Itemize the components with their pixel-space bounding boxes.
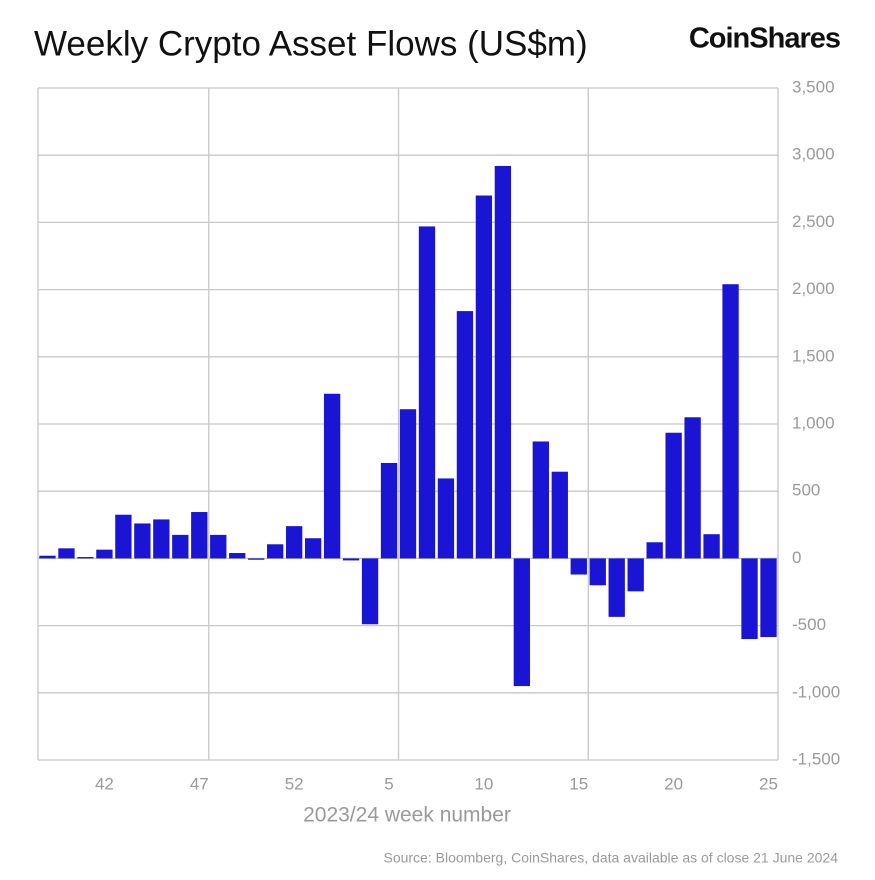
bar	[285, 526, 303, 559]
bar	[172, 534, 189, 559]
y-tick-label: -1,500	[792, 749, 840, 768]
bar	[77, 557, 94, 559]
y-tick-label: 0	[792, 548, 801, 567]
bar	[229, 553, 246, 559]
x-tick-label: 25	[759, 774, 778, 793]
bar	[115, 514, 132, 559]
bar	[210, 534, 227, 559]
source-note: Source: Bloomberg, CoinShares, data avai…	[383, 850, 838, 866]
bar	[741, 558, 758, 640]
y-tick-label: 2,500	[792, 212, 835, 231]
bar	[437, 478, 455, 559]
bar	[589, 558, 606, 586]
bar	[304, 538, 322, 559]
bar	[722, 284, 739, 559]
bar	[627, 558, 644, 592]
bar	[665, 432, 682, 559]
bar	[134, 523, 151, 559]
bar	[551, 471, 568, 559]
brand-logo: CoinShares	[689, 23, 840, 55]
bar	[684, 417, 701, 559]
y-tick-label: 3,500	[792, 77, 835, 96]
bar	[399, 409, 417, 559]
bar	[267, 544, 284, 559]
x-tick-label: 15	[569, 774, 588, 793]
x-tick-label: 42	[95, 774, 114, 793]
x-tick-label: 47	[190, 774, 209, 793]
bar	[248, 558, 265, 560]
bar	[513, 558, 531, 687]
bar	[646, 542, 663, 559]
y-tick-label: 3,000	[792, 145, 835, 164]
bar	[58, 548, 75, 559]
y-tick-label: 1,500	[792, 346, 835, 365]
bar	[153, 519, 170, 559]
y-tick-label: 1,000	[792, 413, 835, 432]
bar	[361, 558, 379, 625]
y-tick-label: 500	[792, 481, 820, 500]
bar	[191, 512, 208, 559]
x-tick-label: 5	[384, 774, 393, 793]
bar	[608, 558, 625, 617]
bar	[323, 393, 341, 559]
bar	[342, 558, 360, 561]
bar	[39, 555, 56, 559]
bar	[380, 462, 398, 559]
bar	[532, 441, 549, 559]
bar	[703, 534, 720, 559]
chart-title: Weekly Crypto Asset Flows (US$m)	[34, 24, 588, 63]
x-tick-label: 10	[474, 774, 493, 793]
bar	[494, 165, 512, 559]
bar	[760, 558, 777, 638]
y-tick-label: 2,000	[792, 279, 835, 298]
bar	[418, 226, 436, 559]
x-tick-label: 52	[285, 774, 304, 793]
x-tick-label: 20	[664, 774, 683, 793]
x-axis-label: 2023/24 week number	[303, 804, 511, 827]
bar	[96, 549, 113, 559]
y-tick-label: -500	[792, 615, 826, 634]
bar	[456, 311, 474, 559]
bar	[475, 195, 493, 559]
bar	[570, 558, 587, 575]
y-tick-label: -1,000	[792, 682, 840, 701]
